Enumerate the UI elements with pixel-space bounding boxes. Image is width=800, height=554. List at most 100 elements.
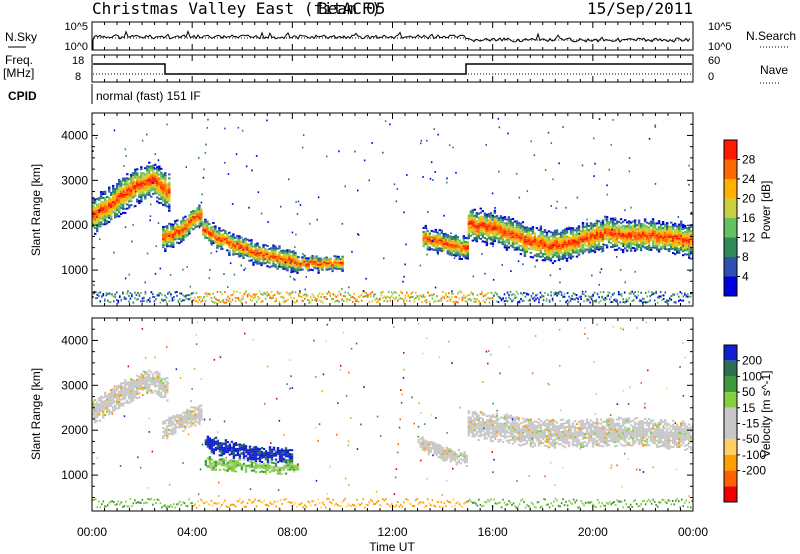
power-cell [208, 223, 211, 226]
power-cell [491, 214, 495, 217]
power-cell [102, 193, 105, 195]
power-cell [541, 255, 545, 258]
power-cell [499, 219, 503, 222]
velocity-cell [220, 460, 224, 463]
power-cell [659, 241, 663, 244]
power-cell [669, 298, 671, 301]
velocity-cell [224, 441, 228, 444]
power-cell [471, 217, 474, 220]
power-cell [276, 259, 279, 262]
power-cell [240, 298, 243, 301]
velocity-cell [138, 380, 141, 383]
power-cell [178, 232, 181, 234]
power-cell [440, 297, 443, 300]
power-cell [499, 217, 503, 220]
power-cell [373, 295, 375, 298]
power-cell [200, 224, 203, 227]
velocity-cell [264, 450, 268, 453]
velocity-cell [268, 446, 272, 449]
power-cell [284, 254, 287, 256]
power-cell [505, 232, 509, 235]
power-cell [258, 248, 261, 251]
power-cell [432, 242, 435, 245]
power-cell [124, 148, 127, 151]
power-cell [499, 227, 503, 230]
power-cell [487, 223, 491, 226]
power-cell [272, 252, 275, 255]
power-cell [571, 297, 573, 300]
power-cell [547, 256, 551, 259]
power-cell [629, 247, 633, 250]
velocity-cell [178, 414, 181, 417]
power-cell [513, 232, 517, 235]
power-cell [521, 229, 525, 232]
velocity-cell [100, 395, 103, 398]
power-cell [256, 242, 259, 245]
power-cell [589, 226, 593, 229]
power-cell [456, 254, 459, 257]
power-cell [517, 226, 521, 229]
power-cell [92, 292, 94, 295]
power-cell [104, 223, 107, 226]
power-cell [155, 245, 157, 248]
power-cell [462, 235, 465, 238]
power-cell [674, 232, 677, 235]
power-cell [511, 293, 513, 296]
power-cell [288, 255, 291, 258]
velocity-cell [160, 382, 163, 384]
power-cell [131, 295, 133, 298]
power-cell [92, 201, 95, 204]
power-cell [274, 245, 277, 248]
power-cell [258, 246, 261, 249]
power-cell [138, 194, 141, 196]
power-cell [148, 171, 151, 174]
power-cell [579, 242, 583, 245]
power-cell [127, 290, 129, 293]
power-cell [487, 292, 489, 294]
power-cell [382, 291, 384, 293]
power-cell [676, 235, 679, 238]
power-cell [439, 299, 441, 302]
velocity-cell [106, 400, 109, 403]
velocity-cell [208, 441, 212, 444]
power-cell [218, 300, 220, 303]
power-cell [436, 295, 438, 298]
velocity-cell [190, 410, 193, 413]
power-cell [551, 241, 555, 244]
power-cell [118, 178, 121, 181]
power-cell [599, 227, 603, 230]
power-cell [653, 242, 657, 245]
power-cell [147, 298, 150, 301]
power-cell [489, 242, 493, 245]
power-cell [395, 296, 398, 299]
power-cell [248, 293, 250, 296]
power-cell [284, 299, 286, 302]
power-cell [104, 209, 107, 211]
power-cell [200, 220, 203, 223]
power-cell [186, 294, 189, 297]
power-cell [204, 236, 207, 239]
velocity-cell [170, 422, 173, 425]
velocity-cell [148, 387, 151, 390]
power-cell [557, 253, 561, 256]
power-cell [603, 235, 607, 238]
power-cell [242, 249, 245, 251]
power-cell [563, 230, 567, 233]
power-cell [664, 233, 667, 236]
power-cell [256, 262, 259, 265]
power-cell [690, 240, 693, 243]
power-cell [503, 236, 507, 239]
power-cell [122, 195, 125, 198]
power-cell [637, 231, 641, 234]
power-cell [124, 191, 127, 194]
power-cell [166, 185, 169, 188]
velocity-cell [116, 397, 119, 400]
power-cell [471, 219, 474, 222]
velocity-cell [166, 431, 169, 434]
power-cell [525, 248, 529, 251]
power-cell [309, 260, 312, 263]
power-cell [260, 301, 262, 303]
power-cell [678, 295, 680, 298]
power-cell [230, 243, 233, 245]
power-cell [664, 229, 667, 232]
